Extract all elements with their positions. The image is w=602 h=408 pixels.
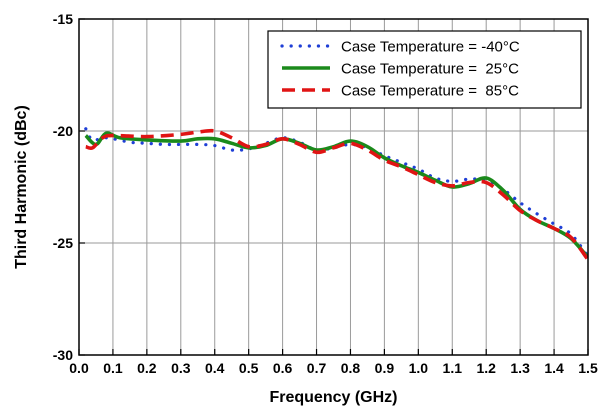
x-tick-label: 0.1 — [103, 360, 123, 376]
x-tick-label: 0.4 — [205, 360, 225, 376]
y-tick-label: -25 — [53, 235, 73, 251]
legend-label-2: Case Temperature = 25°C — [341, 61, 519, 78]
x-tick-label: 0.0 — [69, 360, 89, 376]
x-tick-label: 1.2 — [476, 360, 496, 376]
axes-frame — [78, 18, 589, 356]
series-group — [84, 127, 588, 261]
x-tick-label: 0.7 — [307, 360, 327, 376]
x-tick-label: 1.1 — [443, 360, 463, 376]
x-tick-label: 0.2 — [137, 360, 157, 376]
legend-label-3: Case Temperature = 85°C — [341, 83, 519, 100]
y-tick-label: -30 — [53, 347, 73, 363]
legend: Case Temperature = -40°C Case Temperature… — [267, 30, 582, 109]
x-tick-label: 1.4 — [544, 360, 564, 376]
y-axis-title: Third Harmonic (dBc) — [13, 105, 30, 269]
x-tick-label: 0.9 — [375, 360, 395, 376]
x-tick-label: 0.6 — [273, 360, 293, 376]
y-tick-label: -20 — [53, 123, 73, 139]
x-tick-label: 1.5 — [578, 360, 598, 376]
x-tick-label: 1.3 — [510, 360, 530, 376]
x-tick-label: 0.3 — [171, 360, 191, 376]
x-axis-title: Frequency (GHz) — [269, 389, 397, 406]
y-tick-label: -15 — [53, 11, 73, 27]
x-tick-label: 0.8 — [341, 360, 361, 376]
legend-label-1: Case Temperature = -40°C — [341, 39, 520, 56]
x-tick-label: 0.5 — [239, 360, 259, 376]
series-line-3 — [85, 128, 588, 261]
x-tick-label: 1.0 — [409, 360, 429, 376]
